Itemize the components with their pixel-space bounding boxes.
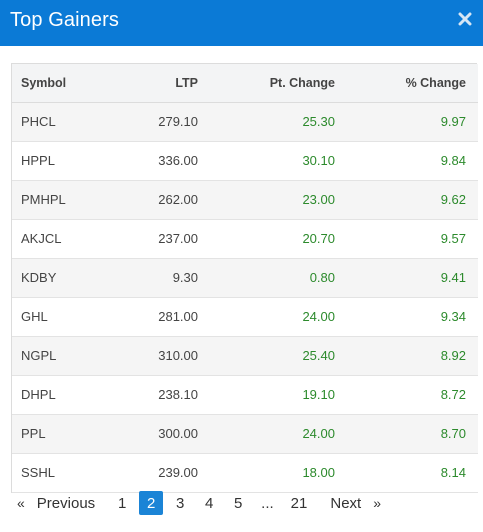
- ltp-cell: 300.00: [116, 414, 208, 454]
- previous-arrow-icon: «: [17, 495, 25, 511]
- symbol-cell: SSHL: [12, 453, 116, 493]
- ltp-cell: 310.00: [116, 336, 208, 376]
- page-button-2-current[interactable]: 2: [139, 491, 164, 515]
- previous-page-button[interactable]: « Previous: [11, 491, 101, 515]
- symbol-cell: GHL: [12, 297, 116, 337]
- pct-change-cell: 9.97: [345, 102, 478, 142]
- pct-change-cell: 9.34: [345, 297, 478, 337]
- symbol-cell: PPL: [12, 414, 116, 454]
- pt-change-cell: 24.00: [208, 414, 345, 454]
- symbol-cell: PHCL: [12, 102, 116, 142]
- table-row[interactable]: HPPL 336.00 30.10 9.84: [12, 141, 478, 181]
- pt-change-cell: 25.40: [208, 336, 345, 376]
- column-header-pct-change[interactable]: % Change: [345, 64, 478, 103]
- symbol-cell: NGPL: [12, 336, 116, 376]
- table-row[interactable]: PHCL 279.10 25.30 9.97: [12, 102, 478, 142]
- page-button-5[interactable]: 5: [233, 494, 243, 512]
- previous-label: Previous: [36, 494, 96, 512]
- pt-change-cell: 19.10: [208, 375, 345, 415]
- modal-header: Top Gainers: [0, 0, 483, 46]
- ltp-cell: 262.00: [116, 180, 208, 220]
- symbol-cell: HPPL: [12, 141, 116, 181]
- pt-change-cell: 0.80: [208, 258, 345, 298]
- close-icon: [458, 12, 472, 26]
- pct-change-cell: 9.57: [345, 219, 478, 259]
- column-header-symbol[interactable]: Symbol: [12, 64, 116, 103]
- next-label: Next: [330, 494, 362, 512]
- pagination-ellipsis: ...: [261, 494, 274, 512]
- table-header-row: Symbol LTP Pt. Change % Change: [12, 64, 478, 103]
- pct-change-cell: 8.70: [345, 414, 478, 454]
- symbol-cell: DHPL: [12, 375, 116, 415]
- pt-change-cell: 18.00: [208, 453, 345, 493]
- table-row[interactable]: DHPL 238.10 19.10 8.72: [12, 375, 478, 415]
- table-row[interactable]: PMHPL 262.00 23.00 9.62: [12, 180, 478, 220]
- ltp-cell: 238.10: [116, 375, 208, 415]
- close-button[interactable]: [455, 9, 475, 29]
- pct-change-cell: 8.14: [345, 453, 478, 493]
- pt-change-cell: 20.70: [208, 219, 345, 259]
- pct-change-cell: 9.62: [345, 180, 478, 220]
- ltp-cell: 336.00: [116, 141, 208, 181]
- pt-change-cell: 23.00: [208, 180, 345, 220]
- column-header-pt-change[interactable]: Pt. Change: [208, 64, 345, 103]
- column-header-ltp[interactable]: LTP: [116, 64, 208, 103]
- pct-change-cell: 8.72: [345, 375, 478, 415]
- ltp-cell: 279.10: [116, 102, 208, 142]
- pct-change-cell: 9.84: [345, 141, 478, 181]
- table-row[interactable]: SSHL 239.00 18.00 8.14: [12, 453, 478, 493]
- pagination: « Previous 1 2 3 4 5 ... 21 Next »: [11, 490, 392, 516]
- next-arrow-icon: »: [373, 495, 381, 511]
- gainers-table: Symbol LTP Pt. Change % Change PHCL 279.…: [11, 63, 478, 493]
- ltp-cell: 237.00: [116, 219, 208, 259]
- next-page-button[interactable]: Next »: [324, 491, 387, 515]
- symbol-cell: AKJCL: [12, 219, 116, 259]
- table-row[interactable]: NGPL 310.00 25.40 8.92: [12, 336, 478, 376]
- pct-change-cell: 8.92: [345, 336, 478, 376]
- ltp-cell: 9.30: [116, 258, 208, 298]
- pt-change-cell: 30.10: [208, 141, 345, 181]
- page-button-1[interactable]: 1: [117, 494, 127, 512]
- page-button-21[interactable]: 21: [290, 494, 308, 512]
- table-row[interactable]: AKJCL 237.00 20.70 9.57: [12, 219, 478, 259]
- symbol-cell: PMHPL: [12, 180, 116, 220]
- page-button-4[interactable]: 4: [204, 494, 214, 512]
- ltp-cell: 239.00: [116, 453, 208, 493]
- symbol-cell: KDBY: [12, 258, 116, 298]
- table-row[interactable]: GHL 281.00 24.00 9.34: [12, 297, 478, 337]
- page-button-3[interactable]: 3: [175, 494, 185, 512]
- pt-change-cell: 24.00: [208, 297, 345, 337]
- modal-title: Top Gainers: [10, 8, 119, 31]
- ltp-cell: 281.00: [116, 297, 208, 337]
- pct-change-cell: 9.41: [345, 258, 478, 298]
- table-row[interactable]: PPL 300.00 24.00 8.70: [12, 414, 478, 454]
- table-row[interactable]: KDBY 9.30 0.80 9.41: [12, 258, 478, 298]
- pt-change-cell: 25.30: [208, 102, 345, 142]
